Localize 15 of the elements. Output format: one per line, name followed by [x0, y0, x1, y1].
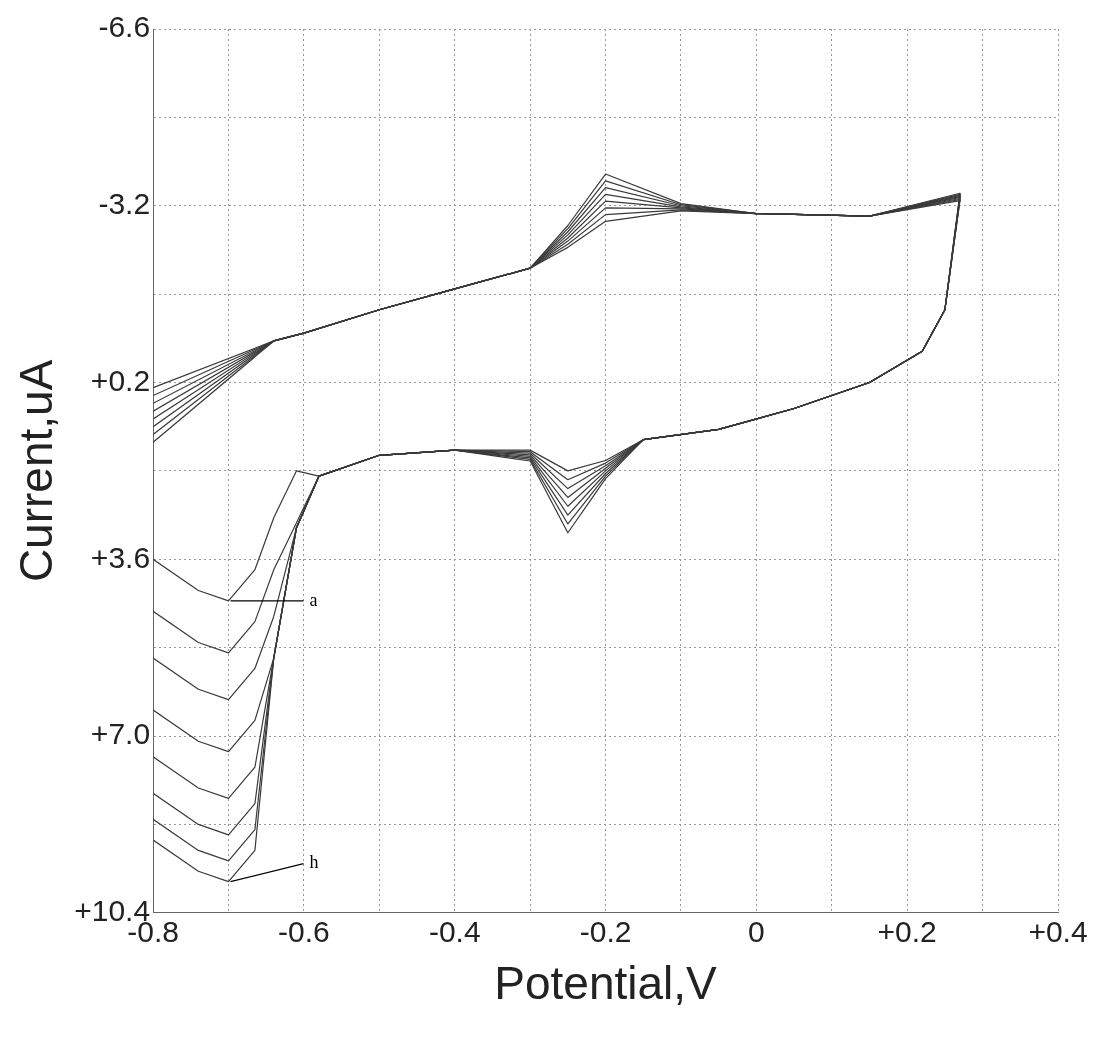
y-axis-title: Current,uA [10, 359, 63, 583]
x-tick-label: +0.2 [877, 915, 937, 949]
x-tick-label: -0.4 [428, 915, 481, 949]
x-axis-title: Potential,V [494, 957, 718, 1010]
x-tick-label: 0 [748, 915, 765, 949]
y-tick-label: +7.0 [90, 717, 151, 751]
x-tick-label: -0.2 [579, 915, 632, 949]
y-tick-label: -3.2 [98, 187, 151, 221]
y-tick-label: +3.6 [90, 540, 151, 574]
y-tick-label: +0.2 [90, 363, 151, 397]
annotation: h [309, 852, 319, 873]
x-tick-label: +0.4 [1028, 915, 1088, 949]
annotation: a [309, 589, 318, 610]
x-tick-label: -0.6 [278, 915, 330, 949]
y-tick-label: -6.6 [98, 10, 151, 44]
